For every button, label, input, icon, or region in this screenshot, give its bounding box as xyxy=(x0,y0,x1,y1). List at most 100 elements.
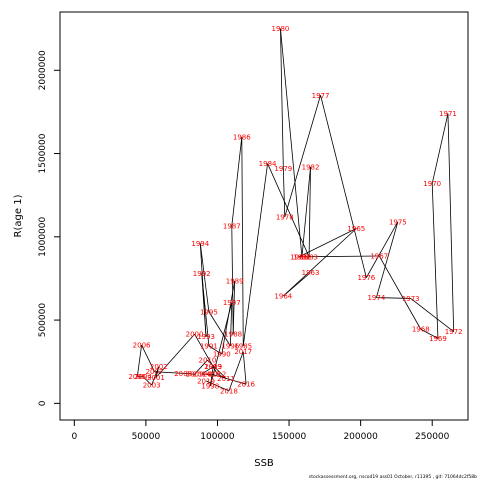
point-label-2008: 2008 xyxy=(174,370,192,378)
point-label-2004: 2004 xyxy=(134,373,152,381)
point-label-2009: 2009 xyxy=(186,371,204,379)
point-label-1984: 1984 xyxy=(259,160,277,168)
segment-1999-2000 xyxy=(194,334,214,367)
point-label-1991: 1991 xyxy=(200,342,218,350)
segment-1964-1965 xyxy=(283,228,357,297)
point-label-2007: 2007 xyxy=(146,368,164,376)
point-label-1977: 1977 xyxy=(312,92,330,100)
segment-1994-1995 xyxy=(199,243,210,312)
segment-2008-2009 xyxy=(183,372,195,375)
point-label-1980: 1980 xyxy=(272,25,290,33)
segment-1982-1983 xyxy=(308,166,311,257)
segment-1996-1997 xyxy=(229,302,233,346)
point-label-1983: 1983 xyxy=(300,253,318,261)
y-tick-label-3: 1500000 xyxy=(38,133,48,173)
segment-1976-1977 xyxy=(320,95,367,278)
point-label-1971: 1971 xyxy=(439,110,457,118)
point-label-1974: 1974 xyxy=(367,294,385,302)
axis-ticks: 0 50000 100000 150000 200000 250000 0 500000 100… xyxy=(38,50,450,442)
segment-1972-1973 xyxy=(410,298,454,333)
segment-1990-1991 xyxy=(208,345,222,355)
segment-1980-1981 xyxy=(280,28,303,257)
segment-2002-2003 xyxy=(151,366,160,386)
segment-1995-1996 xyxy=(208,311,231,347)
segment-1997-1998 xyxy=(209,302,233,386)
point-label-2017: 2017 xyxy=(234,348,252,356)
segment-2018-2019 xyxy=(205,380,230,392)
point-label-1986: 1986 xyxy=(233,133,251,141)
point-label-1981: 1981 xyxy=(293,253,311,261)
segment-2000-2001 xyxy=(155,333,195,378)
point-label-2016: 2016 xyxy=(237,381,255,389)
point-label-1975: 1975 xyxy=(389,218,407,226)
point-label-1976: 1976 xyxy=(357,274,375,282)
segment-1979-1980 xyxy=(280,28,284,169)
point-label-2005: 2005 xyxy=(128,373,146,381)
segment-1973-1974 xyxy=(376,297,411,299)
x-tick-label-5: 250000 xyxy=(415,432,450,442)
point-label-2010: 2010 xyxy=(199,357,217,365)
segment-1970-1971 xyxy=(431,113,449,184)
point-label-1972: 1972 xyxy=(445,328,463,336)
point-label-1994: 1994 xyxy=(191,240,209,248)
segment-2013-2014 xyxy=(201,366,214,375)
segment-1971-1972 xyxy=(447,113,455,332)
segment-1987-1988 xyxy=(231,225,234,335)
segment-1969-1970 xyxy=(431,183,439,339)
point-label-1969: 1969 xyxy=(429,335,447,343)
y-tick-label-1: 500000 xyxy=(38,303,48,338)
point-label-1963: 1963 xyxy=(302,269,320,277)
y-tick-label-2: 1000000 xyxy=(38,217,48,257)
segment-2015-2016 xyxy=(211,373,247,385)
segment-1974-1975 xyxy=(375,221,399,298)
segment-1993-1994 xyxy=(199,243,207,337)
segment-2016-2017 xyxy=(242,351,247,385)
point-label-1995: 1995 xyxy=(200,308,218,316)
x-axis-title: SSB xyxy=(254,458,274,469)
point-label-2011: 2011 xyxy=(217,375,235,383)
point-label-1965: 1965 xyxy=(347,225,365,233)
segment-2007-2008 xyxy=(154,371,184,374)
point-label-1973: 1973 xyxy=(402,295,420,303)
segment-1986-1987 xyxy=(231,136,243,227)
y-tick-label-0: 0 xyxy=(38,400,48,406)
point-label-1970: 1970 xyxy=(423,180,441,188)
footer-note: stockassessment.org, nscod19 ass01 Octob… xyxy=(309,474,477,480)
series-lines xyxy=(136,28,455,392)
segment-1975-1976 xyxy=(366,221,399,278)
segment-1981-1982 xyxy=(301,166,311,257)
point-label-2012: 2012 xyxy=(209,371,227,379)
point-label-2015: 2015 xyxy=(203,371,221,379)
segment-1977-1978 xyxy=(284,95,321,217)
point-label-1997: 1997 xyxy=(223,299,241,307)
segment-2005-2006 xyxy=(136,345,142,377)
point-label-1968: 1968 xyxy=(412,326,430,334)
point-label-2014: 2014 xyxy=(193,371,211,379)
x-tick-label-3: 150000 xyxy=(272,432,307,442)
segment-1968-1969 xyxy=(420,328,439,339)
point-label-2002: 2002 xyxy=(150,363,168,371)
point-label-1967: 1967 xyxy=(370,252,388,260)
segment-1967-1968 xyxy=(378,255,422,330)
segment-2012-2013 xyxy=(212,366,218,375)
y-tick-label-4: 2000000 xyxy=(38,50,48,90)
point-label-1993: 1993 xyxy=(197,333,215,341)
point-label-1964: 1964 xyxy=(274,292,292,300)
point-label-2019: 2019 xyxy=(197,377,215,385)
plot-frame xyxy=(59,11,469,421)
point-label-1987: 1987 xyxy=(223,222,241,230)
point-label-2006: 2006 xyxy=(133,342,151,350)
segment-1966-1967 xyxy=(299,255,380,258)
x-tick-label-2: 100000 xyxy=(200,432,235,442)
y-axis-title: R(age 1) xyxy=(13,194,24,237)
point-label-1966: 1966 xyxy=(290,253,308,261)
point-label-1988: 1988 xyxy=(224,331,242,339)
segment-2006-2007 xyxy=(141,344,155,372)
point-label-1985: 1985 xyxy=(234,342,252,350)
point-label-1992: 1992 xyxy=(193,270,211,278)
segment-2003-2004 xyxy=(142,376,152,386)
point-label-1979: 1979 xyxy=(274,165,292,173)
x-tick-label-4: 200000 xyxy=(343,432,378,442)
point-label-1978: 1978 xyxy=(276,213,294,221)
